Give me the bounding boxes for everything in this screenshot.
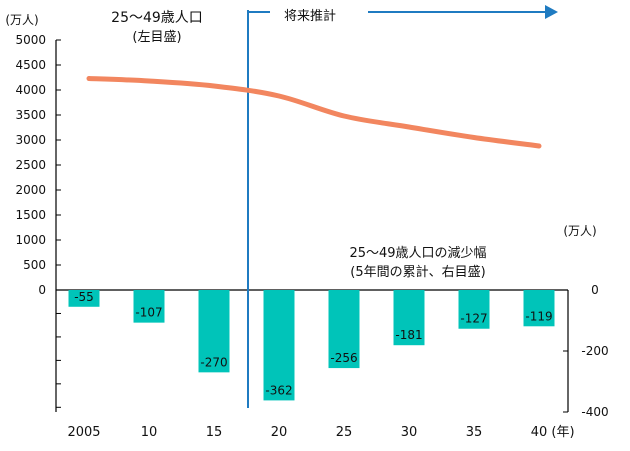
left-axis-tick-label: 4000 xyxy=(15,83,46,97)
left-axis-tick-label: 0 xyxy=(38,283,46,297)
left-axis-tick-label: 2500 xyxy=(15,158,46,172)
axes: 0 500 1000 1500 2000 2500 3000 3500 4000 4500 5000… xyxy=(15,5,609,419)
left-axis-tick-label: 4500 xyxy=(15,58,46,72)
x-tick-label: 15 xyxy=(206,425,223,440)
x-tick-label: 10 xyxy=(141,425,158,440)
bar-value-label: -127 xyxy=(460,312,487,326)
left-axis-tick-label: 3500 xyxy=(15,108,46,122)
bar-series-axis-note: (5年間の累計、右目盛) xyxy=(350,264,485,280)
x-tick-label: 40 xyxy=(531,425,548,440)
right-axis-unit: (万人) xyxy=(563,224,596,238)
right-axis-tick-label: -400 xyxy=(581,405,608,419)
bar-value-label: -362 xyxy=(265,383,292,397)
x-tick-label: 35 xyxy=(466,425,483,440)
left-axis-tick-label: 500 xyxy=(23,258,46,272)
left-axis-tick-label: 1000 xyxy=(15,233,46,247)
left-axis-tick-label: 5000 xyxy=(15,33,46,47)
bar-value-label: -256 xyxy=(330,351,357,365)
line-series-axis-note: (左目盛) xyxy=(132,30,181,45)
x-axis-unit: (年) xyxy=(551,425,574,440)
x-tick-label: 20 xyxy=(271,425,288,440)
bars xyxy=(68,290,555,401)
labels: -55 -107 -270 -362 -256 -181 -127 -119 2005 10 15 2… xyxy=(67,290,552,440)
bar-value-label: -55 xyxy=(74,290,94,304)
bar-series-label: 25～49歳人口の減少幅 xyxy=(349,245,486,261)
bar-value-label: -181 xyxy=(395,328,422,342)
bar xyxy=(68,290,100,307)
line-series-path xyxy=(86,76,542,149)
bar-value-label: -107 xyxy=(135,306,162,320)
left-axis-tick-label: 2000 xyxy=(15,183,46,197)
bar xyxy=(263,290,295,401)
left-axis-tick-label: 1500 xyxy=(15,208,46,222)
bar xyxy=(393,290,425,346)
projection-arrow-head xyxy=(545,5,558,19)
right-axis-tick-label: -200 xyxy=(581,344,608,358)
bar-value-label: -270 xyxy=(200,355,227,369)
left-axis-tick-label: 3000 xyxy=(15,133,46,147)
line-series-label: 25～49歳人口 xyxy=(111,10,203,26)
x-tick-label: 2005 xyxy=(67,425,100,440)
bar-value-label: -119 xyxy=(525,309,552,323)
bar xyxy=(198,290,230,373)
bar xyxy=(328,290,360,369)
right-axis-tick-label: 0 xyxy=(591,283,599,297)
bar xyxy=(133,290,165,323)
bar xyxy=(523,290,555,327)
bar xyxy=(458,290,490,329)
projection-label: 将来推計 xyxy=(284,8,336,24)
line-series xyxy=(86,76,542,149)
left-axis-unit: (万人) xyxy=(5,13,38,27)
x-tick-label: 30 xyxy=(401,425,418,440)
x-tick-label: 25 xyxy=(336,425,353,440)
